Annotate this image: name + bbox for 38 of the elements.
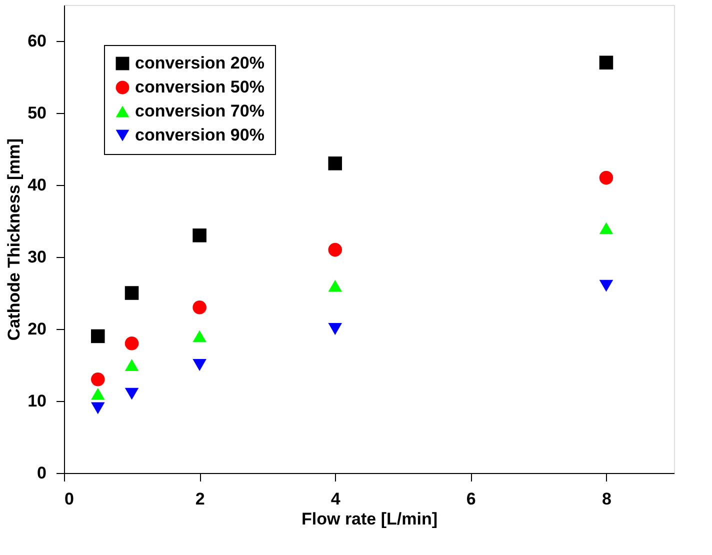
point [192,228,206,242]
y-tick-label: 0 [37,464,46,482]
y-tick-label: 50 [28,104,46,122]
x-tick-label: 6 [466,490,476,508]
point [599,170,614,185]
point [124,336,139,350]
point [124,388,139,400]
y-tick-label: 60 [28,32,46,50]
y-tick-label: 10 [28,392,46,410]
point [192,330,206,342]
point [328,242,342,257]
point [124,359,139,371]
point [328,156,342,170]
x-tick-label: 0 [64,490,74,508]
x-tick-label: 8 [602,490,612,508]
point [328,280,342,292]
point [124,286,139,300]
point [90,372,105,386]
x-tick-label: 2 [195,490,205,508]
legend-label: conversion 90% [135,126,264,144]
point [90,329,105,344]
point [90,388,105,400]
y-tick-label: 20 [28,320,46,338]
point [192,359,206,371]
x-axis-title: Flow rate [L/min] [302,510,438,528]
y-axis-title: Cathode Thickness [mm] [4,138,24,341]
legend-label: conversion 50% [135,78,264,96]
point [599,280,614,292]
point [90,402,105,414]
legend-label: conversion 70% [135,102,264,120]
point [328,323,342,335]
y-tick-label: 30 [28,248,46,266]
legend-label: conversion 20% [135,54,264,72]
x-tick-label: 4 [330,490,341,508]
y-tick-label: 40 [28,176,46,194]
point [599,222,614,234]
point [192,300,206,314]
point [599,56,614,70]
